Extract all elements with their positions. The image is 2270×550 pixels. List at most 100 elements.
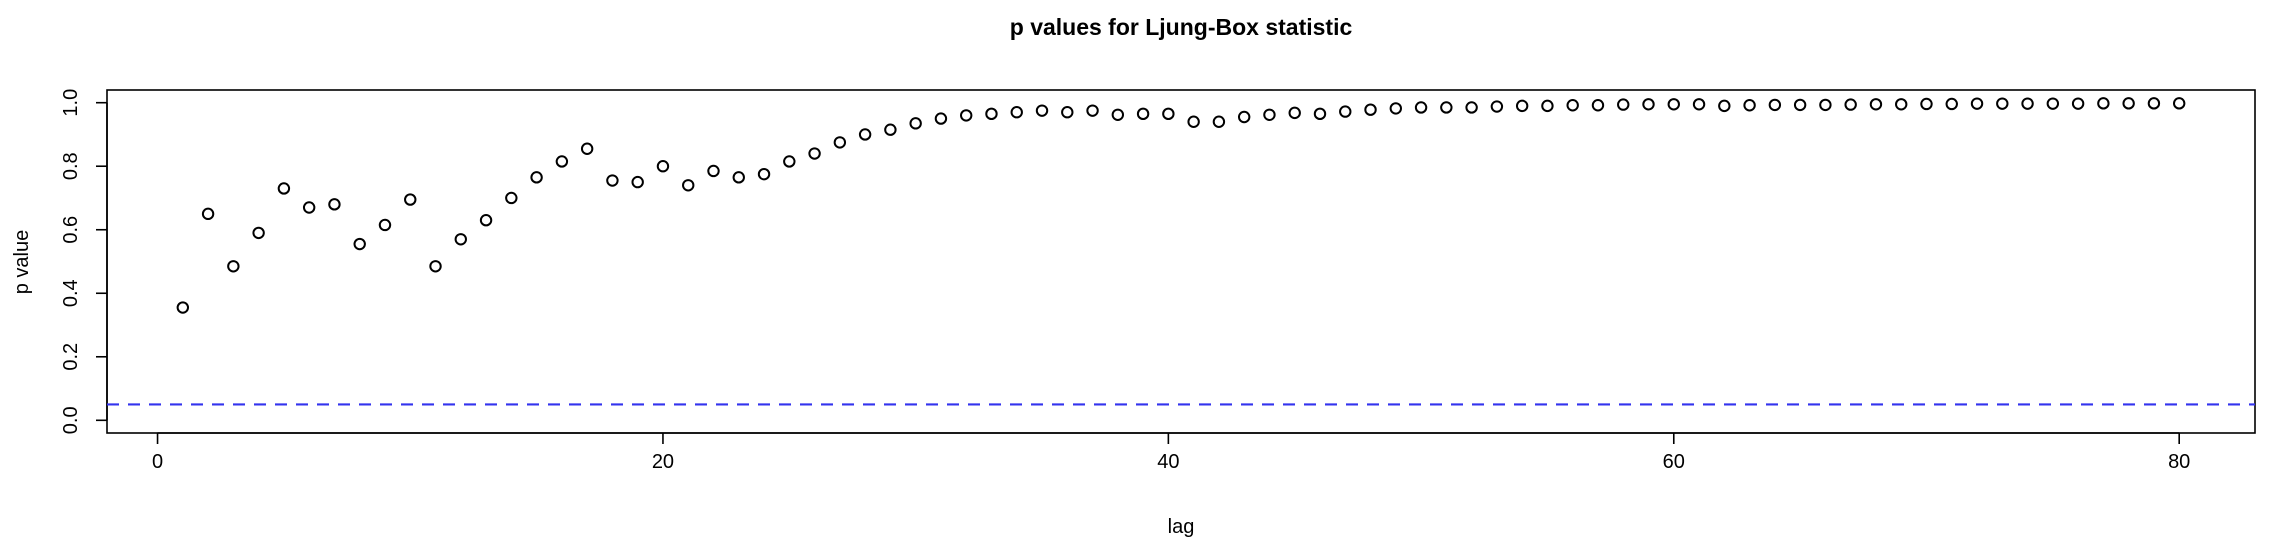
data-point [454,233,467,246]
x-tick-label: 40 [1157,451,1179,473]
y-tick-label: 0.2 [60,343,82,371]
data-point [682,179,695,192]
y-tick-label: 0.8 [60,152,82,180]
data-point [1945,97,1958,111]
y-axis: 0.0 0.2 0.4 0.6 0.8 1.0 [60,89,108,434]
data-point [176,301,190,314]
data-point [631,175,644,189]
data-point [960,109,973,122]
data-point [1035,104,1049,117]
data-point [1187,115,1200,128]
data-point [909,117,922,130]
data-point [1970,97,1984,110]
x-tick-label: 20 [652,451,674,473]
data-point [429,260,442,273]
y-axis-label: p value [11,230,33,295]
data-point [2172,97,2186,110]
data-point [732,171,745,184]
data-point [1162,107,1175,121]
data-point [1339,105,1352,118]
data-points [176,97,2186,314]
data-point [328,198,341,211]
data-point [1895,98,1908,111]
y-tick-label: 0.0 [60,406,82,434]
x-tick-label: 60 [1663,451,1685,473]
data-point [378,218,392,232]
data-point [833,136,847,149]
data-point [858,128,872,141]
data-point [555,155,569,168]
data-point [1414,101,1428,114]
data-point [1566,99,1579,112]
data-point [530,171,543,184]
data-point [656,160,670,173]
data-point [2071,97,2085,110]
data-point [1515,99,1529,113]
data-point [404,193,417,206]
data-point [353,237,366,251]
data-point [1086,104,1099,117]
data-point [2147,97,2161,110]
x-tick-label: 0 [152,451,163,473]
data-point [1212,115,1226,128]
data-point [1591,99,1605,112]
data-point [1465,101,1478,114]
data-point [1111,108,1125,121]
data-point [1692,98,1706,111]
data-point [1844,98,1857,111]
data-point [1288,106,1301,120]
data-point [1136,107,1150,121]
data-point [479,214,493,227]
y-tick-label: 1.0 [60,89,82,117]
data-point [2046,97,2060,110]
data-point [2097,97,2110,110]
data-point [1743,99,1756,112]
y-tick-label: 0.4 [60,279,82,307]
plot-frame [106,89,2256,434]
data-point [201,207,215,221]
data-point [1541,99,1554,113]
data-point [1010,106,1023,119]
data-point [252,226,265,240]
data-point [1996,97,2009,110]
data-point [1237,110,1251,124]
data-point [2122,97,2135,110]
data-point [884,123,897,136]
data-point [808,147,821,160]
data-point [1667,98,1680,111]
data-point [1263,108,1276,121]
data-point [302,201,316,214]
data-point [1819,98,1832,112]
data-point [606,174,619,187]
data-point [1768,98,1782,112]
data-point [1313,107,1327,121]
data-point [227,260,240,273]
data-point [1389,102,1403,115]
data-point [707,164,720,178]
data-point [1440,101,1453,114]
data-point [757,167,771,181]
data-point [1364,103,1377,116]
y-tick-label: 0.6 [60,216,82,244]
data-point [1718,99,1731,113]
data-point [2021,97,2034,110]
x-axis: 0 20 40 60 80 [152,432,2190,473]
data-point [1869,98,1883,111]
chart-title: p values for Ljung-Box statistic [1010,14,1353,40]
x-axis-label: lag [1168,516,1195,538]
data-point [934,112,948,125]
data-point [505,191,518,205]
data-point [985,107,998,121]
data-point [580,142,594,155]
data-point [1920,97,1933,111]
data-point [1490,100,1504,113]
data-point [277,182,291,195]
data-point [1061,106,1074,119]
data-point [1793,98,1807,112]
data-point [1617,98,1630,111]
x-tick-label: 80 [2168,451,2190,473]
data-point [1642,98,1655,111]
data-point [783,155,796,168]
